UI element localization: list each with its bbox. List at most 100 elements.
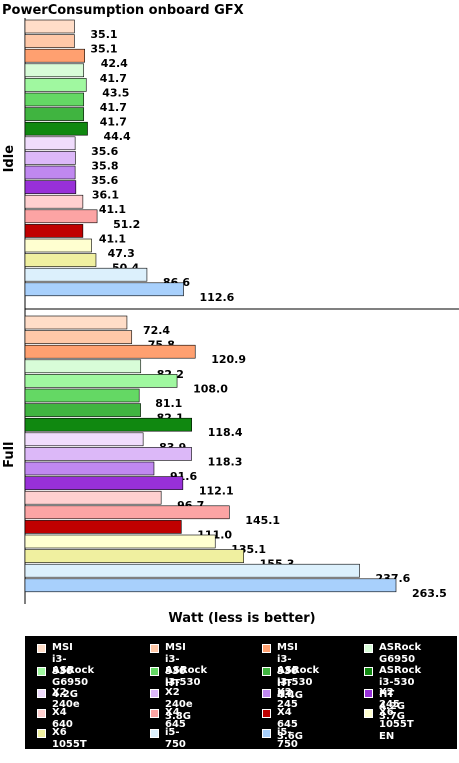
value-label: 35.8 — [91, 159, 118, 172]
value-label: 35.1 — [90, 43, 117, 56]
legend-swatch — [262, 709, 271, 718]
legend-label: i5-750 4.1G — [277, 727, 303, 762]
legend-label: X6 1055T EN — [379, 707, 414, 742]
value-label: 35.1 — [90, 28, 117, 41]
legend-label: X2 245 — [277, 687, 298, 710]
legend-label: X6 1055T 3.85G — [52, 727, 87, 762]
legend-swatch — [364, 689, 373, 698]
bar-full-2 — [24, 344, 196, 359]
bar-full-7 — [24, 417, 193, 432]
bar-full-15 — [24, 534, 216, 549]
bar-full-4 — [24, 374, 178, 388]
legend-label: X4 640 — [52, 707, 73, 730]
bar-idle-9 — [24, 151, 76, 165]
bar-full-1 — [24, 330, 133, 344]
legend-label: ASRock G6950 — [379, 642, 422, 665]
bar-idle-6 — [24, 107, 85, 121]
bar-idle-4 — [24, 78, 87, 92]
bar-full-6 — [24, 403, 141, 417]
value-label: 41.1 — [99, 232, 126, 245]
legend-label: ASRock i3-530 HT 4.2G — [379, 665, 422, 712]
legend-swatch — [150, 667, 159, 676]
bar-idle-16 — [24, 253, 97, 267]
legend-swatch — [262, 729, 271, 738]
value-label: 120.9 — [211, 353, 246, 366]
value-label: 112.1 — [199, 485, 234, 498]
x-axis-label: Watt (less is better) — [168, 611, 315, 626]
bar-idle-11 — [24, 180, 77, 194]
legend-label: ASRock i3-530 — [165, 665, 208, 688]
bar-full-3 — [24, 359, 142, 374]
value-label: 41.7 — [100, 72, 127, 85]
legend-swatch — [364, 667, 373, 676]
legend-swatch — [364, 709, 373, 718]
bar-full-17 — [24, 563, 360, 578]
bar-full-0 — [24, 315, 128, 330]
chart-title: PowerConsumption onboard GFX — [2, 3, 244, 18]
legend-swatch — [262, 689, 271, 698]
legend-swatch — [150, 689, 159, 698]
value-label: 118.4 — [208, 426, 243, 439]
legend-swatch — [37, 709, 46, 718]
value-label: 43.5 — [102, 86, 129, 99]
legend-swatch — [150, 709, 159, 718]
value-label: 145.1 — [245, 514, 280, 527]
bar-full-18 — [24, 578, 397, 593]
value-label: 81.1 — [155, 397, 182, 410]
value-label: 108.0 — [193, 382, 228, 395]
legend-swatch — [262, 667, 271, 676]
legend-swatch — [37, 667, 46, 676]
bars-layer: 35.135.142.441.743.541.741.744.435.635.8… — [24, 19, 447, 600]
value-label: 44.4 — [104, 130, 131, 143]
bar-idle-0 — [24, 19, 75, 34]
value-label: 51.2 — [113, 218, 140, 231]
bar-full-5 — [24, 388, 140, 403]
bar-full-16 — [24, 549, 244, 563]
bar-full-9 — [24, 447, 192, 461]
bar-idle-8 — [24, 136, 76, 151]
legend-swatch — [37, 689, 46, 698]
legend-label: MSI i3-530 — [52, 642, 73, 677]
value-label: 112.6 — [200, 291, 235, 304]
bar-idle-2 — [24, 48, 85, 63]
value-label: 47.3 — [108, 247, 135, 260]
bar-full-10 — [24, 461, 155, 476]
legend-label: MSI i3-530 HT — [165, 642, 186, 689]
legend-swatch — [150, 729, 159, 738]
legend-label: X2 240e — [52, 687, 80, 710]
value-label: 35.6 — [91, 145, 118, 158]
legend-label: MSI i3-530 HT 4.4G — [277, 642, 303, 701]
group-label-idle: Idle — [2, 145, 17, 173]
legend-label: X4 645 3.6G — [277, 707, 303, 742]
bar-full-12 — [24, 490, 162, 505]
bar-idle-5 — [24, 92, 85, 107]
bar-idle-12 — [24, 194, 84, 209]
value-label: 41.1 — [99, 203, 126, 216]
bar-full-14 — [24, 520, 182, 534]
value-label: 41.7 — [100, 101, 127, 114]
value-label: 42.4 — [101, 57, 128, 70]
legend-label: ASRock G6950 4.2G — [52, 665, 95, 700]
bar-idle-13 — [24, 209, 98, 224]
value-label: 35.6 — [91, 174, 118, 187]
legend-label: X2 245 3.7G — [379, 687, 405, 722]
bar-full-11 — [24, 476, 184, 490]
value-label: 36.1 — [92, 189, 119, 202]
legend-label: i5-750 — [165, 727, 186, 750]
legend-swatch — [150, 644, 159, 653]
bar-full-8 — [24, 432, 144, 447]
value-label: 263.5 — [412, 587, 447, 600]
bar-idle-14 — [24, 224, 84, 238]
legend: MSI i3-530 MSI i3-530 HT MSI i3-530 HT 4.4… — [25, 636, 457, 762]
bar-idle-10 — [24, 165, 76, 180]
legend-swatch — [364, 644, 373, 653]
value-label: 72.4 — [143, 324, 170, 337]
value-label: 41.7 — [100, 116, 127, 129]
bar-idle-7 — [24, 121, 88, 136]
bar-idle-17 — [24, 267, 148, 282]
legend-label: X2 240e 3.8G — [165, 687, 193, 722]
group-label-full: Full — [2, 441, 17, 467]
legend-label: ASRock i3-530 HT — [277, 665, 320, 700]
legend-swatch — [37, 729, 46, 738]
